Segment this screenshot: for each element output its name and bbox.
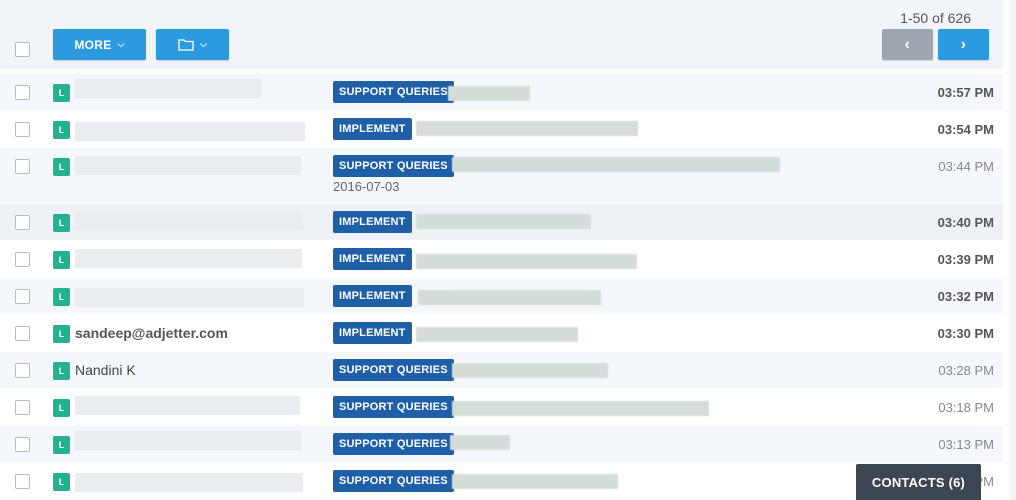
pagination-count: 1-50 of 626	[900, 10, 971, 26]
row-checkbox[interactable]	[15, 215, 30, 230]
sender-redacted	[75, 396, 300, 415]
subject-redacted	[416, 214, 591, 229]
mail-row[interactable]: L SUPPORT QUERIES 03:18 PM	[0, 389, 1003, 426]
row-checkbox[interactable]	[15, 159, 30, 174]
subject-redacted	[416, 327, 578, 342]
row-time: 03:57 PM	[937, 85, 994, 100]
category-tag[interactable]: SUPPORT QUERIES	[333, 396, 454, 418]
row-checkbox[interactable]	[15, 474, 30, 489]
row-checkbox[interactable]	[15, 252, 30, 267]
category-tag[interactable]: IMPLEMENT	[333, 248, 412, 270]
category-tag[interactable]: SUPPORT QUERIES	[333, 470, 454, 492]
mail-toolbar: MORE ⌵ ⌵ 1-50 of 626 ‹ ›	[0, 0, 1003, 69]
label-badge: L	[53, 288, 70, 306]
chevron-down-icon: ⌵	[199, 39, 208, 49]
row-time: 03:13 PM	[938, 437, 994, 452]
subject-redacted	[452, 157, 780, 172]
row-checkbox[interactable]	[15, 122, 30, 137]
chevron-left-icon: ‹	[904, 35, 911, 53]
category-tag[interactable]: IMPLEMENT	[333, 285, 412, 307]
mail-row[interactable]: L sandeep@adjetter.com IMPLEMENT 03:30 P…	[0, 315, 1003, 352]
mail-row[interactable]: L IMPLEMENT 03:40 PM	[0, 204, 1003, 241]
folder-icon	[178, 38, 194, 51]
row-date: 2016-07-03	[333, 179, 400, 194]
sender-redacted	[75, 156, 301, 175]
label-badge: L	[53, 251, 70, 269]
label-badge: L	[53, 362, 70, 380]
sender-redacted	[75, 122, 305, 141]
category-tag[interactable]: IMPLEMENT	[333, 322, 412, 344]
row-time: 03:30 PM	[937, 326, 994, 341]
sender-redacted	[75, 249, 302, 268]
label-badge: L	[53, 399, 70, 417]
sender-redacted	[75, 79, 262, 98]
mail-row[interactable]: L SUPPORT QUERIES 03:13 PM	[0, 426, 1003, 463]
category-tag[interactable]: IMPLEMENT	[333, 118, 412, 140]
label-badge: L	[53, 158, 70, 176]
label-badge: L	[53, 436, 70, 454]
subject-redacted	[418, 290, 601, 305]
row-checkbox[interactable]	[15, 400, 30, 415]
category-tag[interactable]: SUPPORT QUERIES	[333, 155, 454, 177]
chevron-right-icon: ›	[960, 35, 967, 53]
row-time: 03:28 PM	[938, 363, 994, 378]
mail-row[interactable]: L SUPPORT QUERIES 03:57 PM	[0, 74, 1003, 111]
subject-redacted	[450, 435, 510, 450]
row-time: 03:39 PM	[937, 252, 994, 267]
sender-redacted	[75, 431, 301, 450]
row-checkbox[interactable]	[15, 326, 30, 341]
more-button[interactable]: MORE ⌵	[53, 29, 146, 60]
mail-row[interactable]: L IMPLEMENT 03:32 PM	[0, 278, 1003, 315]
sender-redacted	[75, 473, 303, 492]
label-badge: L	[53, 325, 70, 343]
contacts-button[interactable]: CONTACTS (6)	[856, 464, 981, 500]
row-checkbox[interactable]	[15, 437, 30, 452]
mail-row[interactable]: L SUPPORT QUERIES 2016-07-03 03:44 PM	[0, 148, 1003, 204]
row-time: 03:32 PM	[937, 289, 994, 304]
row-time: 03:44 PM	[938, 159, 994, 174]
row-checkbox[interactable]	[15, 363, 30, 378]
subject-redacted	[416, 254, 637, 269]
mail-row[interactable]: L SUPPORT QUERIES 03:08 PM	[0, 463, 1003, 500]
label-badge: L	[53, 214, 70, 232]
subject-redacted	[452, 474, 618, 489]
sender-name: Nandini K	[75, 362, 136, 378]
next-page-button[interactable]: ›	[938, 29, 989, 60]
sender-email: sandeep@adjetter.com	[75, 325, 228, 341]
mail-row[interactable]: L Nandini K SUPPORT QUERIES 03:28 PM	[0, 352, 1003, 389]
row-time: 03:40 PM	[937, 215, 994, 230]
mail-row[interactable]: L IMPLEMENT 03:39 PM	[0, 241, 1003, 278]
sender-redacted	[75, 212, 303, 231]
category-tag[interactable]: SUPPORT QUERIES	[333, 359, 454, 381]
row-time: 03:54 PM	[937, 122, 994, 137]
move-to-folder-button[interactable]: ⌵	[156, 29, 229, 60]
category-tag[interactable]: IMPLEMENT	[333, 211, 412, 233]
subject-redacted	[452, 401, 709, 416]
row-checkbox[interactable]	[15, 85, 30, 100]
sender-redacted	[75, 288, 304, 307]
label-badge: L	[53, 121, 70, 139]
category-tag[interactable]: SUPPORT QUERIES	[333, 433, 454, 455]
label-badge: L	[53, 84, 70, 102]
chevron-down-icon: ⌵	[117, 39, 125, 49]
category-tag[interactable]: SUPPORT QUERIES	[333, 81, 454, 103]
more-label: MORE	[74, 37, 112, 52]
mail-row[interactable]: L IMPLEMENT 03:54 PM	[0, 111, 1003, 148]
subject-redacted	[416, 121, 638, 136]
scrollbar-track[interactable]	[1010, 0, 1016, 500]
subject-redacted	[448, 86, 530, 101]
row-checkbox[interactable]	[15, 289, 30, 304]
row-time: 03:18 PM	[938, 400, 994, 415]
subject-redacted	[452, 363, 608, 378]
label-badge: L	[53, 473, 70, 491]
prev-page-button[interactable]: ‹	[882, 29, 933, 60]
select-all-checkbox[interactable]	[15, 42, 30, 57]
